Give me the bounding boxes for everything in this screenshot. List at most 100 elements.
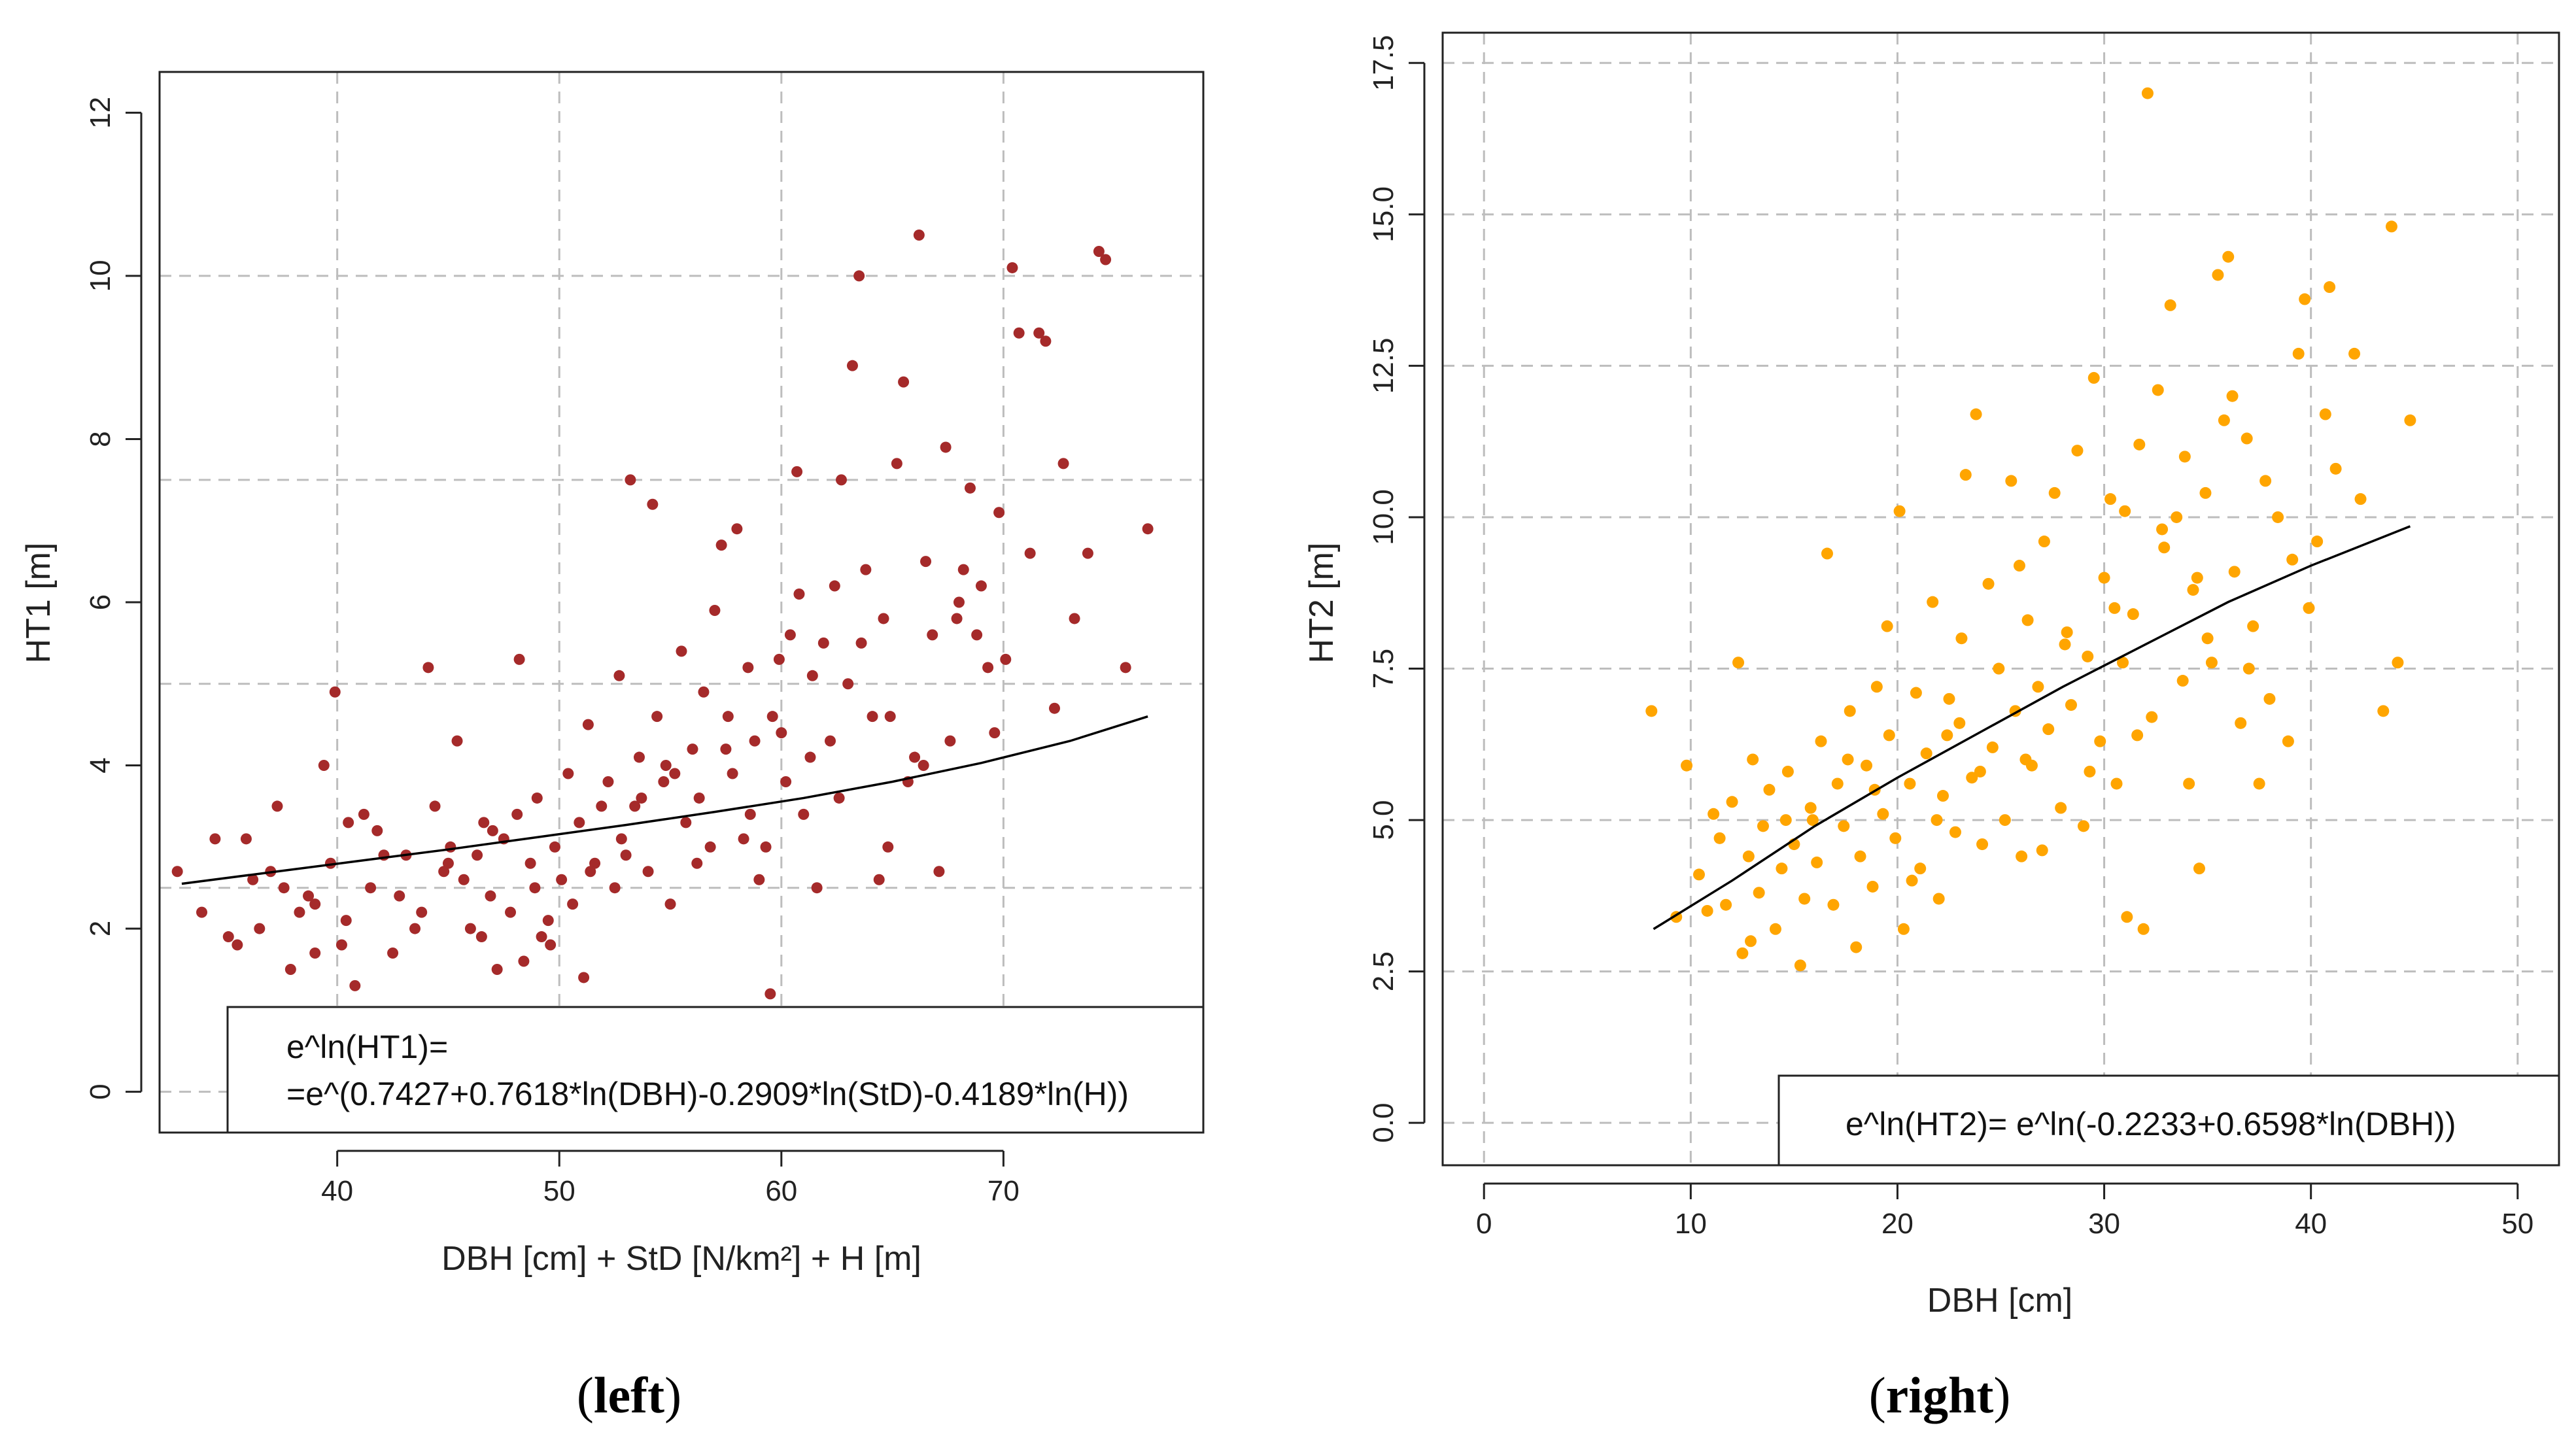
right-data-point [2021, 614, 2034, 626]
left-data-point [676, 645, 687, 657]
left-data-point [542, 915, 554, 927]
left-data-point [472, 849, 483, 861]
left-legend-line-1: e^ln(HT1)= [286, 1029, 448, 1065]
left-legend: e^ln(HT1)= =e^(0.7427+0.7618*ln(DBH)-0.2… [226, 1006, 1205, 1134]
right-data-point [2042, 723, 2055, 736]
left-data-point [1006, 262, 1018, 273]
left-data-point [254, 923, 266, 934]
right-data-point [2282, 735, 2294, 747]
right-chart: 0 10 20 30 40 50 0.0 2.5 5.0 7.5 10.0 12.5 15.0 17.5… [1303, 31, 2560, 1424]
right-data-point [1806, 814, 1819, 827]
left-data-point [294, 906, 305, 918]
left-data-point [371, 825, 383, 836]
left-data-point [658, 776, 670, 787]
left-data-point [811, 882, 823, 894]
right-x-tick-label: 0 [1476, 1208, 1492, 1240]
left-data-point [806, 670, 818, 681]
right-data-point [1747, 753, 1759, 766]
right-data-point [1779, 814, 1792, 827]
right-data-point [2242, 662, 2255, 675]
right-data-point [2071, 445, 2084, 457]
left-data-point [664, 898, 676, 910]
left-data-point [602, 776, 614, 787]
right-data-point [1970, 408, 1982, 420]
left-data-point [445, 841, 456, 853]
right-data-point [2212, 269, 2224, 281]
right-data-point [2187, 584, 2199, 596]
left-data-point [531, 792, 543, 804]
right-x-tick-label: 20 [1881, 1208, 1914, 1240]
left-data-point [475, 931, 487, 943]
left-data-point [458, 874, 470, 885]
left-data-point [727, 768, 738, 779]
left-legend-box [226, 1006, 1205, 1134]
right-data-point [2247, 620, 2259, 632]
right-data-point [1889, 832, 1902, 844]
left-data-point [324, 857, 336, 869]
right-data-point [1769, 923, 1781, 935]
right-data-point [1708, 808, 1720, 820]
right-data-point [1798, 893, 1811, 905]
left-data-point [698, 686, 710, 698]
left-data-point [1100, 254, 1112, 265]
left-data-point [749, 735, 761, 747]
right-data-point [1713, 832, 1726, 844]
right-data-point [2263, 692, 2276, 705]
right-data-point [2205, 657, 2218, 669]
left-data-point [1120, 662, 1131, 674]
right-data-point [1999, 814, 2011, 827]
left-data-point [835, 474, 847, 486]
left-caption-close: ) [664, 1367, 681, 1424]
left-data-point [891, 458, 902, 469]
left-data-point [742, 662, 754, 674]
right-data-point [1736, 947, 1749, 959]
left-data-point [613, 670, 625, 681]
left-data-point [1000, 653, 1012, 665]
right-y-tick-label: 10.0 [1367, 489, 1400, 545]
left-data-point [791, 466, 803, 477]
right-data-point [2110, 777, 2123, 790]
right-data-point [2013, 560, 2025, 572]
left-data-point [582, 719, 594, 730]
left-data-point [625, 474, 636, 486]
left-data-point [853, 270, 865, 282]
left-data-point [693, 792, 705, 804]
right-data-point [2019, 753, 2032, 766]
right-data-point [1893, 505, 1906, 517]
right-data-point [1949, 826, 1961, 838]
right-data-point [1821, 547, 1833, 560]
right-data-point [1931, 814, 1943, 827]
right-data-point [1854, 850, 1866, 862]
right-data-point [1976, 838, 1989, 851]
right-data-point [2218, 414, 2230, 426]
right-data-point [1883, 729, 1895, 742]
right-y-tick-label: 15.0 [1367, 186, 1400, 243]
left-data-point [722, 711, 734, 723]
right-data-point [1681, 759, 1693, 772]
left-data-point [913, 230, 925, 241]
left-data-point [731, 523, 743, 535]
right-data-point [1804, 802, 1817, 814]
left-data-point [409, 923, 421, 934]
left-data-point [1142, 523, 1154, 535]
right-data-point [1763, 783, 1776, 796]
left-data-point [660, 760, 672, 772]
left-fit-line [181, 715, 1148, 885]
left-data-point [365, 882, 377, 894]
left-chart: 40 50 60 70 0 2 4 6 8 10 12 DBH [cm] + StD [N/km²… [20, 71, 1205, 1424]
right-y-axis-label: HT2 [m] [1303, 543, 1341, 664]
left-data-point [804, 751, 816, 763]
left-data-point [687, 743, 698, 755]
left-data-point [596, 800, 608, 812]
right-data-point [1842, 753, 1854, 766]
left-data-point [918, 760, 929, 772]
right-data-point [2055, 802, 2067, 814]
right-data-point [2164, 299, 2176, 311]
left-data-point [1093, 245, 1105, 257]
left-data-point [884, 711, 896, 723]
right-gridlines [1443, 33, 2559, 1165]
right-data-point [2183, 777, 2195, 790]
right-data-point [1701, 904, 1713, 917]
left-data-point [578, 972, 590, 983]
